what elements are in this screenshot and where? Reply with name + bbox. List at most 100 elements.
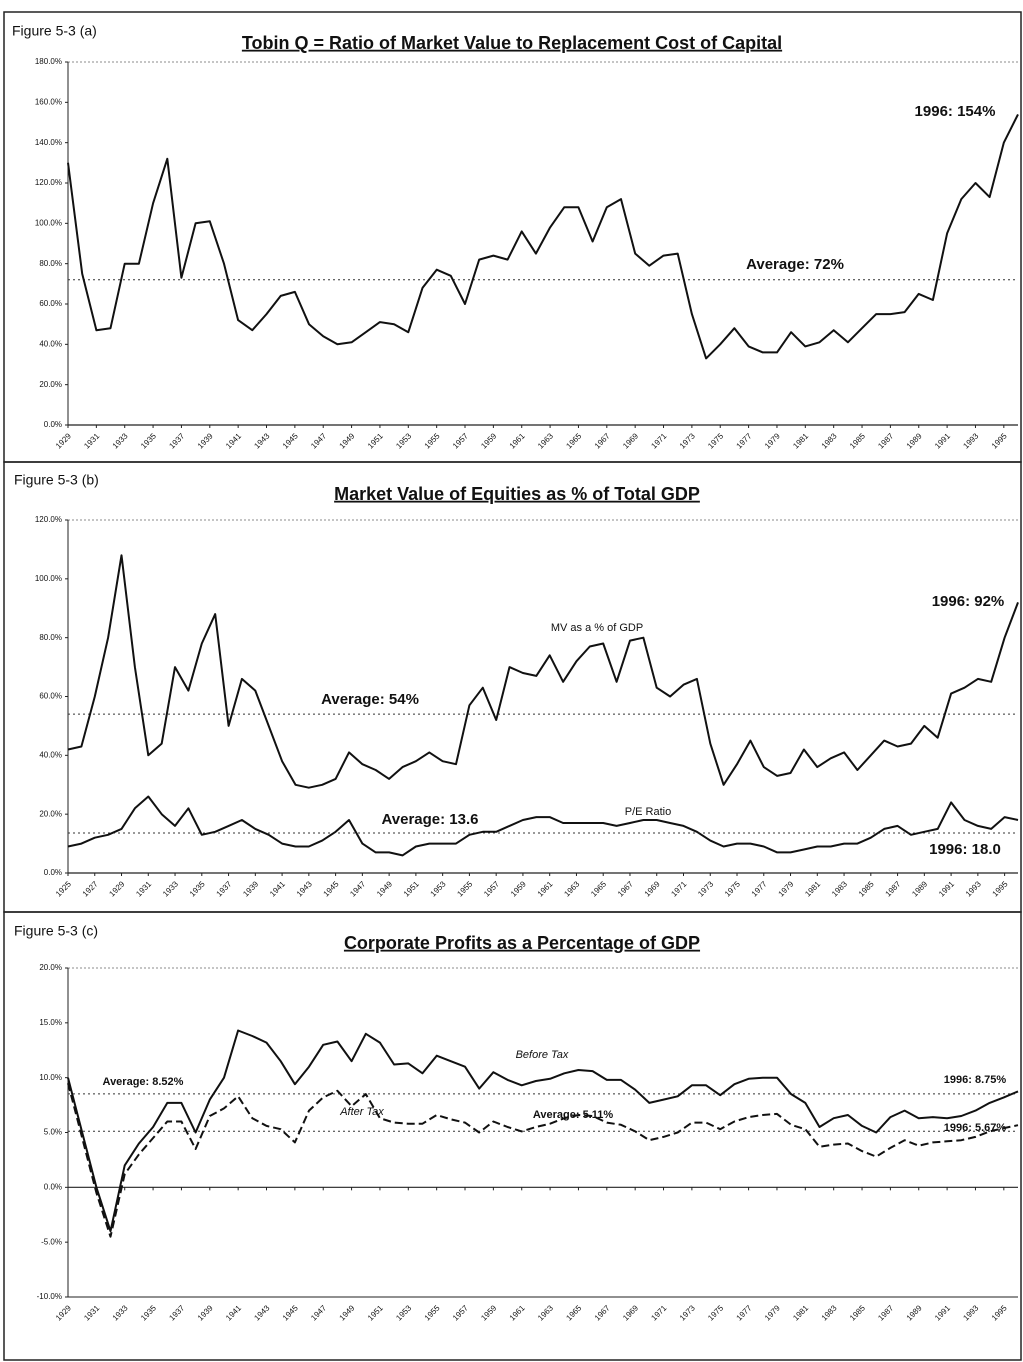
x-tick-label: 1943: [252, 431, 271, 450]
x-tick-label: 1983: [830, 879, 849, 898]
x-tick-label: 1935: [139, 1303, 158, 1322]
x-tick-label: 1995: [991, 879, 1010, 898]
y-tick-label: 180.0%: [35, 57, 62, 66]
x-tick-label: 1951: [366, 431, 385, 450]
x-tick-label: 1985: [857, 879, 876, 898]
x-tick-label: 1983: [820, 431, 839, 450]
series-line: [67, 1029, 1019, 1233]
x-tick-label: 1939: [196, 1303, 215, 1322]
annotation: 1996: 18.0: [929, 841, 1001, 858]
x-tick-label: 1971: [649, 1303, 668, 1322]
annotation: 1996: 92%: [932, 593, 1005, 610]
y-tick-label: -5.0%: [41, 1237, 62, 1246]
x-tick-label: 1987: [876, 431, 895, 450]
y-tick-label: 20.0%: [39, 963, 62, 972]
series-label: Before Tax: [516, 1049, 569, 1061]
x-tick-label: 1981: [791, 431, 810, 450]
x-tick-label: 1953: [394, 1303, 413, 1322]
x-tick-label: 1937: [215, 879, 234, 898]
x-tick-label: 1973: [678, 1303, 697, 1322]
x-tick-label: 1951: [366, 1303, 385, 1322]
y-tick-label: -10.0%: [37, 1292, 62, 1301]
figure-label: Figure 5-3 (a): [12, 23, 97, 39]
panel-frame: [3, 461, 1022, 913]
chart-title: Corporate Profits as a Percentage of GDP: [344, 933, 700, 953]
figure-label: Figure 5-3 (c): [14, 923, 98, 939]
y-tick-label: 160.0%: [35, 97, 62, 106]
series-label: MV as a % of GDP: [551, 622, 643, 634]
x-tick-label: 1955: [423, 431, 442, 450]
x-tick-label: 1949: [375, 879, 394, 898]
x-tick-label: 1941: [268, 879, 287, 898]
x-tick-label: 1935: [188, 879, 207, 898]
x-tick-label: 1933: [111, 431, 130, 450]
x-tick-label: 1991: [933, 1303, 952, 1322]
y-tick-label: 40.0%: [39, 750, 62, 759]
x-tick-label: 1969: [621, 1303, 640, 1322]
x-tick-label: 1937: [167, 431, 186, 450]
y-tick-label: 0.0%: [44, 420, 62, 429]
x-tick-label: 1987: [876, 1303, 895, 1322]
x-tick-label: 1943: [252, 1303, 271, 1322]
y-tick-label: 120.0%: [35, 178, 62, 187]
x-tick-label: 1975: [723, 879, 742, 898]
y-tick-label: 80.0%: [39, 633, 62, 642]
x-tick-label: 1931: [82, 431, 101, 450]
x-tick-label: 1933: [161, 879, 180, 898]
y-tick-label: 20.0%: [39, 380, 62, 389]
annotation: 1996: 8.75%: [944, 1074, 1007, 1086]
average-label: Average: 54%: [321, 691, 419, 708]
x-tick-label: 1945: [322, 879, 341, 898]
average-label: Average: 5.11%: [533, 1109, 614, 1121]
y-tick-label: 0.0%: [44, 1182, 62, 1191]
x-tick-label: 1971: [649, 431, 668, 450]
x-tick-label: 1957: [451, 431, 470, 450]
x-tick-label: 1989: [905, 431, 924, 450]
x-tick-label: 1975: [706, 1303, 725, 1322]
x-tick-label: 1979: [763, 431, 782, 450]
chart-title: Market Value of Equities as % of Total G…: [334, 484, 700, 504]
x-tick-label: 1929: [54, 1303, 73, 1322]
x-tick-label: 1949: [338, 1303, 357, 1322]
x-tick-label: 1987: [884, 879, 903, 898]
x-tick-label: 1989: [905, 1303, 924, 1322]
y-tick-label: 120.0%: [35, 515, 62, 524]
x-tick-label: 1933: [111, 1303, 130, 1322]
x-tick-label: 1965: [564, 1303, 583, 1322]
y-tick-label: 100.0%: [35, 218, 62, 227]
x-tick-label: 1943: [295, 879, 314, 898]
panel-frame: [3, 911, 1022, 1361]
x-tick-label: 1961: [536, 879, 555, 898]
series-label: After Tax: [339, 1106, 384, 1118]
x-tick-label: 1927: [81, 879, 100, 898]
figure-label: Figure 5-3 (b): [14, 472, 99, 488]
series-line: [67, 1082, 1019, 1238]
x-tick-label: 1969: [621, 431, 640, 450]
x-tick-label: 1979: [776, 879, 795, 898]
y-tick-label: 0.0%: [44, 868, 62, 877]
x-tick-label: 1941: [224, 1303, 243, 1322]
y-tick-label: 140.0%: [35, 138, 62, 147]
x-tick-label: 1935: [139, 431, 158, 450]
x-tick-label: 1959: [509, 879, 528, 898]
x-tick-label: 1963: [536, 431, 555, 450]
x-tick-label: 1929: [107, 879, 126, 898]
y-tick-label: 20.0%: [39, 809, 62, 818]
y-tick-label: 100.0%: [35, 574, 62, 583]
x-tick-label: 1931: [82, 1303, 101, 1322]
y-tick-label: 15.0%: [39, 1018, 62, 1027]
average-label: Average: 13.6: [381, 811, 478, 828]
x-tick-label: 1963: [536, 1303, 555, 1322]
y-tick-label: 10.0%: [39, 1073, 62, 1082]
x-tick-label: 1929: [54, 431, 73, 450]
x-tick-label: 1973: [678, 431, 697, 450]
x-tick-label: 1989: [910, 879, 929, 898]
annotation: 1996: 5.67%: [944, 1122, 1007, 1134]
x-tick-label: 1939: [241, 879, 260, 898]
x-tick-label: 1991: [937, 879, 956, 898]
x-tick-label: 1977: [735, 1303, 754, 1322]
x-tick-label: 1995: [990, 1303, 1009, 1322]
x-tick-label: 1925: [54, 879, 73, 898]
x-tick-label: 1941: [224, 431, 243, 450]
